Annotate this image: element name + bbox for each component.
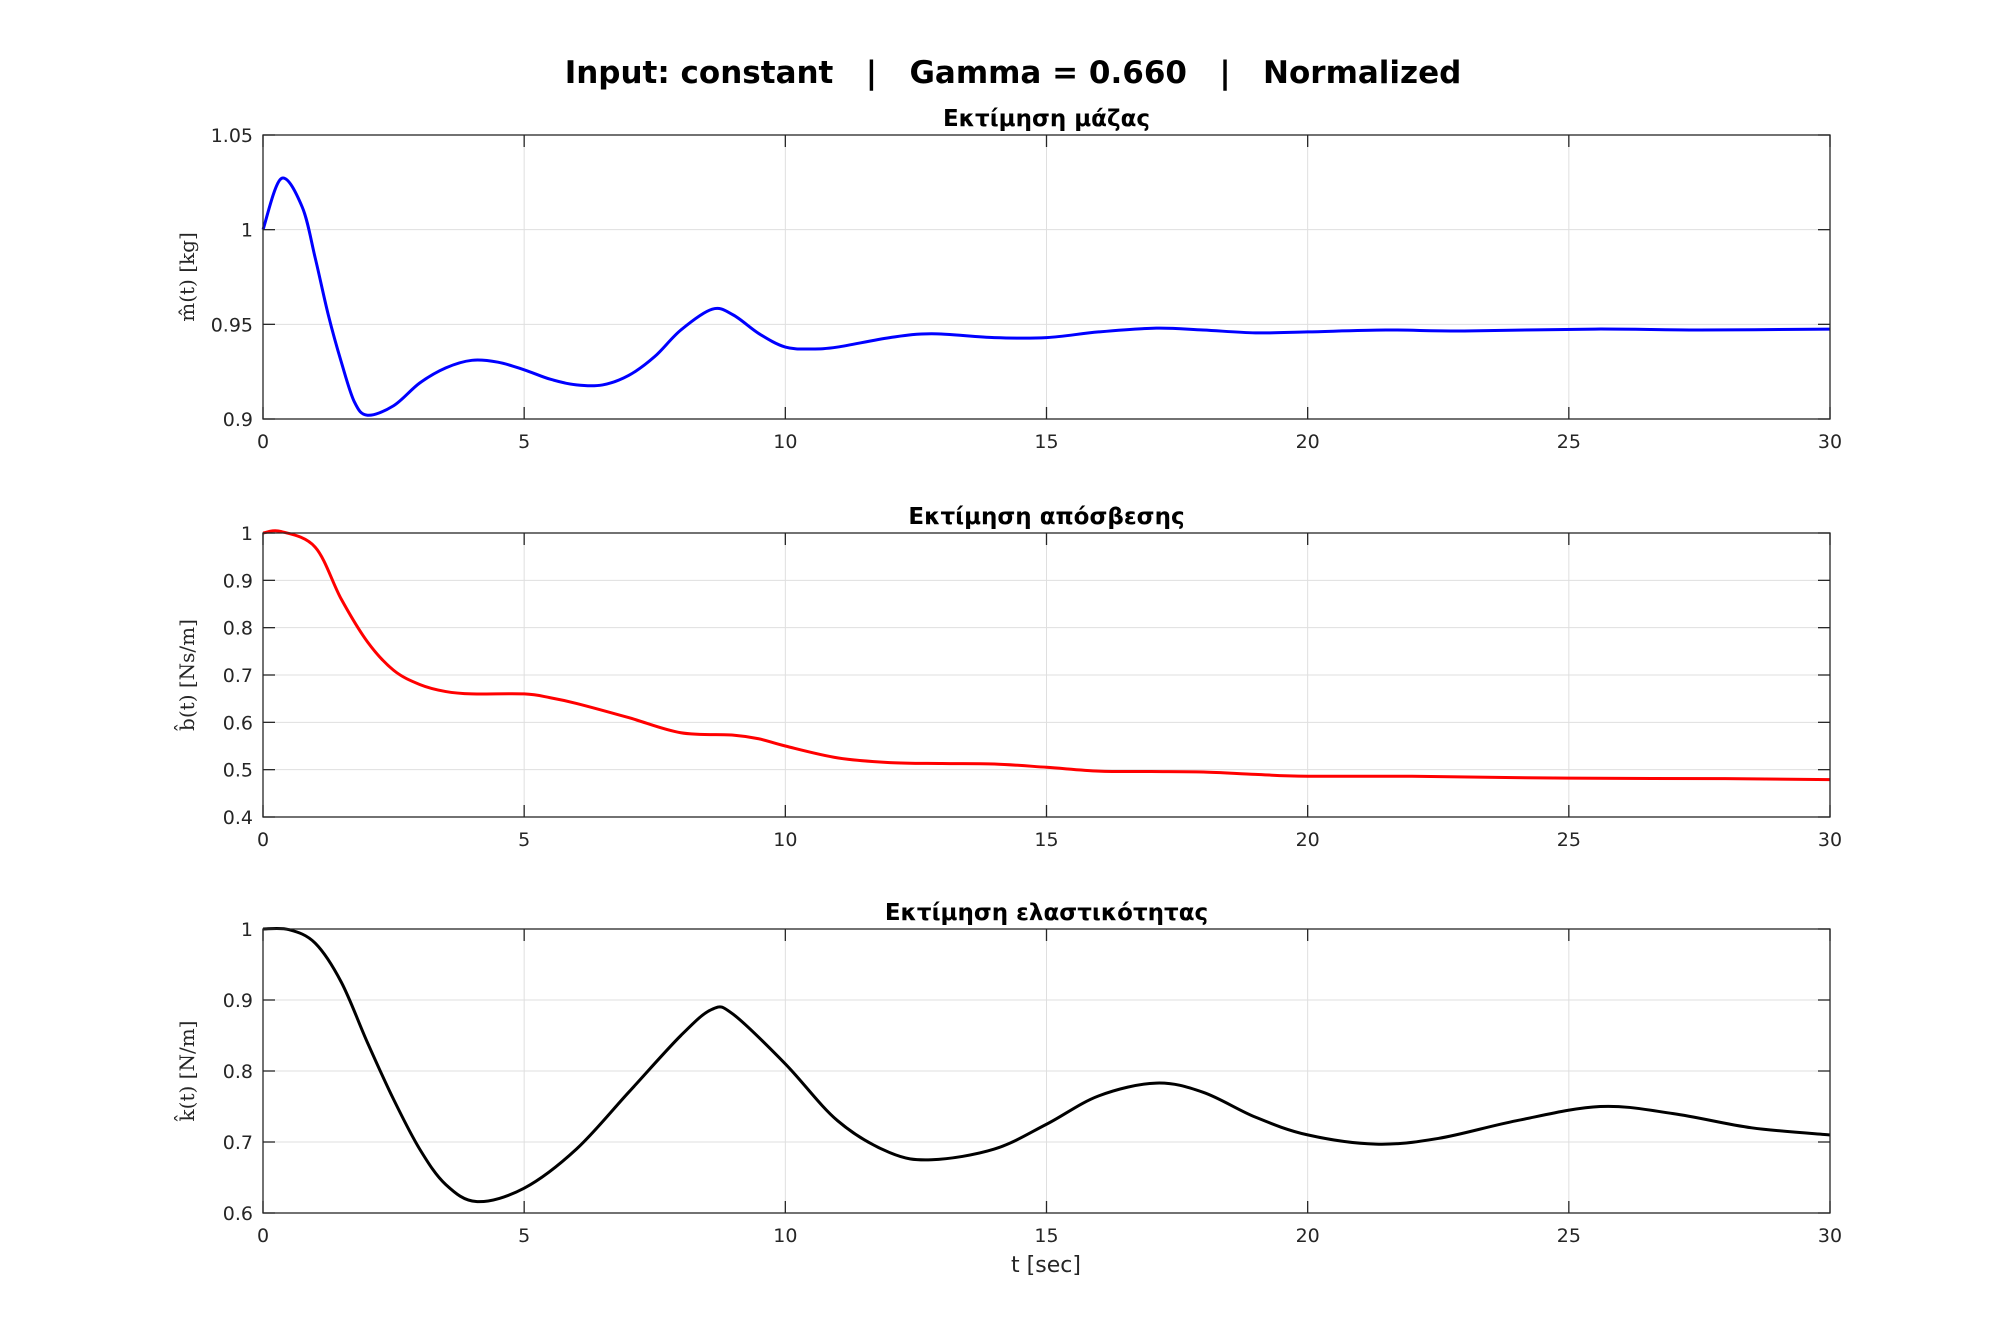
x-tick-label: 0: [257, 431, 269, 453]
y-tick-label: 0.8: [223, 1061, 253, 1083]
x-tick-label: 15: [1034, 1225, 1058, 1247]
subplot-1: 0 5 10 15 20 25 30 0.9 0.95 1 1.05 Εκτίμηση μάζας m̂…: [175, 106, 1842, 453]
x-tick-label: 5: [518, 829, 530, 851]
y-tick-label: 0.9: [223, 570, 253, 592]
subplot-2: 0 5 10 15 20 25 30 0.4 0.5 0.6 0.7 0.8 0.9 1 Εκτίμηση …: [173, 504, 1842, 851]
x-tick-label: 15: [1034, 431, 1058, 453]
subplot-title: Εκτίμηση απόσβεσης: [908, 504, 1184, 530]
x-tick-label: 25: [1557, 1225, 1581, 1247]
x-tick-label: 0: [257, 829, 269, 851]
subplot-title: Εκτίμηση ελαστικότητας: [885, 900, 1208, 926]
x-tick-label: 0: [257, 1225, 269, 1247]
y-tick-label: 1: [241, 220, 253, 242]
x-tick-label: 15: [1034, 829, 1058, 851]
y-tick-label: 0.4: [223, 807, 253, 829]
x-tick-label: 10: [773, 1225, 797, 1247]
y-tick-label: 0.9: [223, 409, 253, 431]
x-tick-label: 10: [773, 829, 797, 851]
y-axis-label: k̂(t) [N/m]: [173, 1021, 199, 1123]
y-axis-label: b̂(t) [Ns/m]: [173, 619, 199, 732]
y-tick-label: 0.8: [223, 618, 253, 640]
y-tick-label: 0.5: [223, 760, 253, 782]
x-tick-label: 10: [773, 431, 797, 453]
x-tick-label: 20: [1296, 829, 1320, 851]
y-axis-label: m̂(t) [kg]: [175, 232, 199, 322]
y-tick-label: 0.7: [223, 1132, 253, 1154]
subplot-title: Εκτίμηση μάζας: [943, 106, 1150, 132]
subplot-3: 0 5 10 15 20 25 30 0.6 0.7 0.8 0.9 1 Εκτίμηση ελαστι…: [173, 900, 1842, 1247]
y-tick-label: 0.7: [223, 665, 253, 687]
y-tick-label: 1.05: [211, 125, 253, 147]
y-tick-label: 1: [241, 919, 253, 941]
x-tick-label: 20: [1296, 1225, 1320, 1247]
x-tick-label: 25: [1557, 829, 1581, 851]
x-tick-label: 5: [518, 431, 530, 453]
x-axis-label: t [sec]: [1011, 1253, 1081, 1278]
y-tick-label: 0.6: [223, 712, 253, 734]
y-tick-label: 1: [241, 523, 253, 545]
x-tick-label: 30: [1818, 1225, 1842, 1247]
y-tick-label: 0.95: [211, 314, 253, 336]
x-tick-label: 5: [518, 1225, 530, 1247]
figure-title: Input: constant | Gamma = 0.660 | Normal…: [565, 55, 1462, 91]
y-tick-label: 0.6: [223, 1203, 253, 1225]
x-tick-label: 30: [1818, 829, 1842, 851]
series-line-1: [261, 176, 1831, 417]
x-tick-label: 25: [1557, 431, 1581, 453]
series-line-3: [262, 926, 1831, 1204]
series-line-2: [262, 529, 1831, 782]
x-tick-label: 20: [1296, 431, 1320, 453]
x-tick-label: 30: [1818, 431, 1842, 453]
y-tick-label: 0.9: [223, 990, 253, 1012]
